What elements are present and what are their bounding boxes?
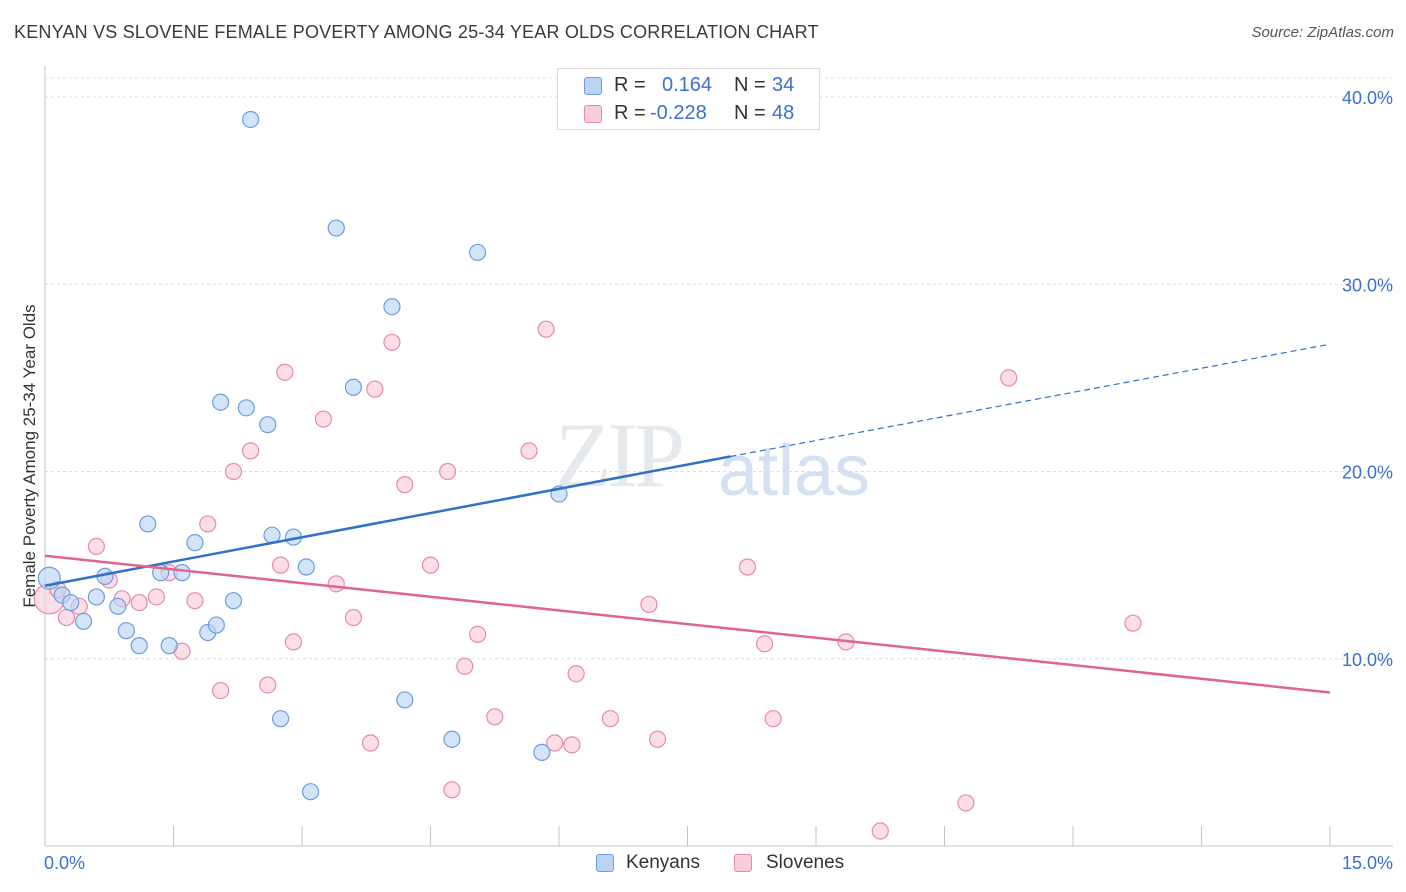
point-slovenes [396,476,414,494]
y-tick-label: 30.0% [1342,275,1393,295]
point-slovenes [640,595,658,614]
point-slovenes [344,608,362,627]
legend-swatch-kenyans [584,77,602,95]
point-slovenes [567,665,585,683]
legend-n-value: 34 [772,74,795,96]
point-kenyans [327,219,345,237]
legend-swatch-slovenes [734,854,752,872]
trend-extension-kenyans [730,343,1331,458]
point-slovenes [314,410,333,428]
point-kenyans [224,592,243,610]
point-kenyans [62,593,80,612]
point-slovenes [648,730,667,748]
x-tick-label: 15.0% [1342,853,1393,873]
point-slovenes [469,625,487,644]
point-kenyans [344,378,362,396]
point-slovenes [957,794,975,812]
point-kenyans [443,730,461,748]
point-kenyans [87,588,106,606]
point-slovenes [439,462,457,481]
legend-n-value: 48 [772,102,795,124]
point-slovenes [563,736,581,754]
point-kenyans [117,622,135,640]
point-kenyans [271,710,290,728]
legend-row-kenyans: R = 0.164 N = 34 [558,73,819,99]
point-kenyans [173,564,191,582]
point-slovenes [537,320,555,338]
legend-r-value: -0.228 [650,102,707,124]
legend-r-value: 0.164 [662,74,713,96]
point-kenyans [130,637,148,655]
y-tick-label: 10.0% [1342,650,1393,670]
y-tick-label: 20.0% [1342,463,1393,483]
correlation-legend: R = 0.164 N = 34 R = -0.228 N = 48 [557,68,820,130]
point-kenyans [212,393,230,411]
point-slovenes [738,558,757,576]
point-kenyans [396,691,414,709]
point-slovenes [755,635,774,653]
y-axis-label: Female Poverty Among 25-34 Year Olds [20,304,39,608]
legend-row-slovenes: R = -0.228 N = 48 [558,101,819,127]
point-slovenes [546,734,564,752]
point-kenyans [139,515,157,533]
point-kenyans [207,616,225,634]
legend-label-slovenes: Slovenes [766,852,845,873]
point-slovenes [242,442,260,460]
point-slovenes [224,462,243,481]
x-tick-label: 0.0% [44,853,85,873]
trend-line-slovenes [44,554,1331,694]
legend-n-label: N = [734,74,766,96]
chart-title: KENYAN VS SLOVENE FEMALE POVERTY AMONG 2… [14,22,819,42]
point-slovenes [186,592,204,610]
point-slovenes [259,676,277,694]
point-slovenes [276,363,294,381]
point-kenyans [237,399,255,417]
point-slovenes [57,608,76,627]
point-kenyans [109,597,127,615]
point-slovenes [87,537,106,556]
point-slovenes [456,657,474,675]
legend-swatch-slovenes [584,105,602,123]
point-slovenes [147,588,165,606]
legend-label-kenyans: Kenyans [626,852,700,873]
point-slovenes [366,380,384,398]
point-slovenes [520,442,538,460]
point-kenyans [297,558,315,576]
point-slovenes [1124,614,1142,632]
point-slovenes [871,822,889,840]
point-kenyans [533,743,551,761]
y-tick-label: 40.0% [1342,88,1393,108]
trend-line-kenyans [44,455,731,587]
point-kenyans [74,612,93,630]
point-kenyans [186,534,204,552]
point-slovenes [764,710,782,728]
point-kenyans [469,243,487,262]
legend-n-label: N = [734,102,766,124]
point-slovenes [284,633,303,651]
point-slovenes [327,575,345,593]
point-slovenes [271,556,290,574]
legend-r-label: R = [614,74,646,96]
point-kenyans [259,416,277,434]
point-slovenes [199,515,217,533]
point-slovenes [212,681,230,700]
point-kenyans [383,298,401,316]
point-slovenes [383,333,401,351]
point-slovenes [1000,369,1018,387]
watermark-zip: ZIP [555,404,685,506]
point-slovenes [486,708,504,726]
legend-swatch-kenyans [596,854,614,872]
point-kenyans [160,637,178,655]
point-slovenes [130,593,148,612]
legend-r-label: R = [614,102,646,124]
point-slovenes [601,710,620,728]
point-kenyans [242,110,260,129]
point-kenyans [301,783,320,801]
point-slovenes [361,734,380,752]
chart-source: Source: ZipAtlas.com [1251,24,1394,41]
point-slovenes [443,781,461,799]
point-slovenes [421,556,440,574]
